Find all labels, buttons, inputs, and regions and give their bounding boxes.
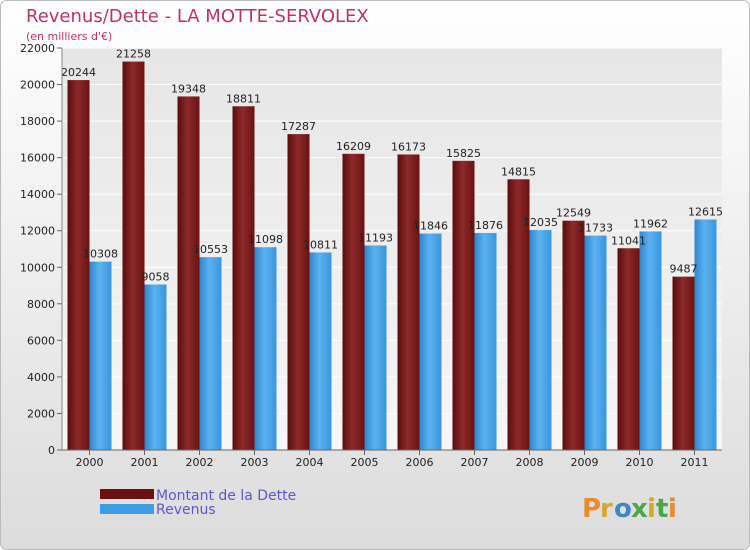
logo-letter-i2: i — [668, 494, 677, 524]
value-label-debt: 16173 — [391, 140, 426, 153]
bar-revenus — [584, 235, 607, 450]
bar-revenus — [639, 231, 662, 450]
logo-letter-o: o — [614, 494, 632, 524]
y-tick-label: 6000 — [27, 334, 55, 347]
value-label-revenus: 11733 — [578, 222, 613, 235]
logo-letter-p: P — [582, 494, 601, 524]
bar-revenus — [89, 261, 112, 450]
bar-revenus — [694, 219, 717, 450]
bar-debt — [672, 276, 695, 450]
value-label-revenus: 10811 — [303, 238, 338, 251]
x-tick-label: 2010 — [626, 456, 654, 469]
bar-debt — [562, 220, 585, 450]
bar-debt — [397, 154, 420, 450]
y-tick-label: 20000 — [20, 79, 55, 92]
value-label-debt: 15825 — [446, 147, 481, 160]
bar-debt — [617, 248, 640, 450]
value-label-debt: 12549 — [556, 207, 591, 220]
bar-revenus — [254, 247, 277, 450]
x-axis: 2000 2001 2002 2003 2004 2005 2006 2007 2008 2009… — [62, 449, 722, 469]
logo-letter-i1: i — [647, 494, 656, 524]
legend-label-debt: Montant de la Dette — [156, 488, 296, 504]
logo-letter-x: x — [631, 494, 648, 524]
x-tick-label: 2008 — [516, 456, 544, 469]
value-label-debt: 18811 — [226, 92, 261, 105]
value-label-debt: 17287 — [281, 120, 316, 133]
bar-debt — [507, 179, 530, 450]
y-tick-label: 10000 — [20, 261, 55, 274]
value-label-revenus: 11098 — [248, 233, 283, 246]
x-tick-label: 2011 — [681, 456, 709, 469]
legend-label-revenus: Revenus — [156, 502, 216, 518]
x-tick-label: 2003 — [241, 456, 269, 469]
value-label-revenus: 11193 — [358, 231, 393, 244]
value-label-revenus: 10553 — [193, 243, 228, 256]
value-label-revenus: 10308 — [83, 248, 118, 261]
bar-debt — [287, 134, 310, 450]
bar-debt — [232, 106, 255, 450]
value-label-debt: 19348 — [171, 82, 206, 95]
bar-revenus — [419, 233, 442, 450]
bar-debt — [122, 61, 145, 451]
value-label-revenus: 12035 — [523, 216, 558, 229]
value-label-debt: 11041 — [611, 234, 646, 247]
x-tick-label: 2009 — [571, 456, 599, 469]
y-tick-label: 2000 — [27, 407, 55, 420]
bar-revenus — [474, 232, 497, 450]
y-tick-label: 18000 — [20, 115, 55, 128]
value-label-revenus: 11876 — [468, 219, 503, 232]
value-label-debt: 20244 — [61, 66, 96, 79]
x-tick-label: 2004 — [296, 456, 324, 469]
bar-revenus — [364, 245, 387, 450]
proxiti-logo: P r o x i t i — [582, 494, 677, 524]
value-label-debt: 21258 — [116, 48, 151, 61]
y-tick-label: 0 — [48, 444, 55, 457]
value-label-debt: 14815 — [501, 165, 536, 178]
y-tick-label: 8000 — [27, 298, 55, 311]
logo-letter-t: t — [656, 494, 668, 524]
x-tick-label: 2007 — [461, 456, 489, 469]
y-axis: 0 2000 4000 6000 8000 10000 12000 14000 16000 180… — [20, 42, 63, 457]
y-tick-label: 22000 — [20, 42, 55, 55]
bar-debt — [342, 153, 365, 450]
value-label-revenus: 11846 — [413, 220, 448, 233]
grid-lines — [62, 47, 722, 451]
bar-debt — [67, 80, 90, 450]
bar-revenus — [199, 257, 222, 450]
bars — [67, 61, 717, 451]
x-tick-label: 2006 — [406, 456, 434, 469]
chart-subtitle: (en milliers d'€) — [26, 30, 112, 43]
bar-debt — [177, 96, 200, 450]
bar-revenus — [309, 252, 332, 450]
x-tick-label: 2002 — [186, 456, 214, 469]
y-tick-label: 12000 — [20, 225, 55, 238]
bar-revenus — [144, 284, 167, 450]
value-labels: 20244 10308 21258 9058 19348 10553 18811 11098 1… — [61, 48, 723, 284]
y-tick-label: 14000 — [20, 188, 55, 201]
plot-area — [62, 48, 722, 450]
chart-title: Revenus/Dette - LA MOTTE-SERVOLEX — [26, 6, 369, 27]
value-label-debt: 16209 — [336, 140, 371, 153]
bar-debt — [452, 160, 475, 450]
y-tick-label: 16000 — [20, 152, 55, 165]
x-tick-label: 2001 — [131, 456, 159, 469]
y-tick-label: 4000 — [27, 371, 55, 384]
value-label-revenus: 9058 — [142, 270, 170, 283]
legend-swatch-revenus — [100, 504, 154, 514]
x-tick-label: 2005 — [351, 456, 379, 469]
value-label-revenus: 12615 — [688, 205, 723, 218]
logo-letter-r: r — [600, 494, 613, 524]
legend-swatch-debt — [100, 489, 154, 499]
legend: Montant de la Dette Revenus — [100, 488, 296, 518]
plot-background — [62, 48, 722, 450]
bar-revenus — [529, 230, 552, 450]
x-tick-label: 2000 — [76, 456, 104, 469]
value-label-revenus: 11962 — [633, 217, 668, 230]
value-label-debt: 9487 — [670, 263, 698, 276]
